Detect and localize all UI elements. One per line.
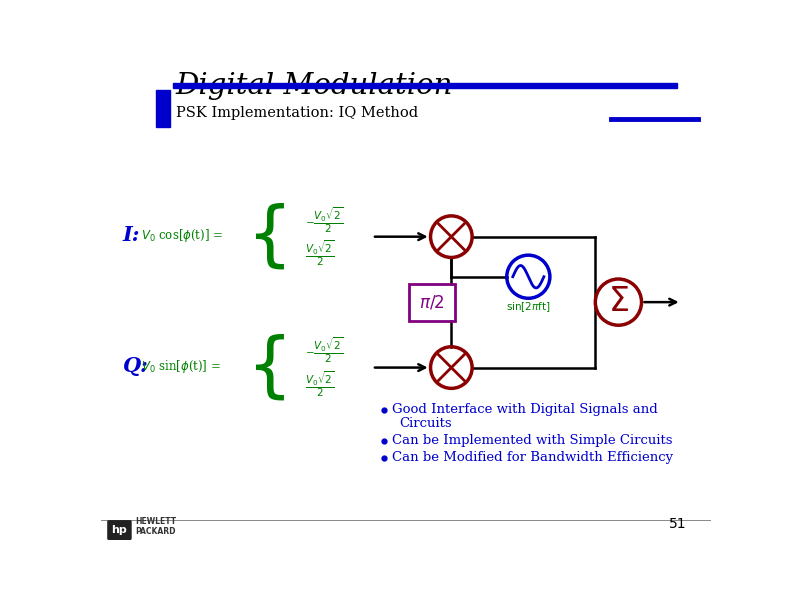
Text: PSK Implementation: IQ Method: PSK Implementation: IQ Method bbox=[176, 106, 418, 121]
FancyBboxPatch shape bbox=[108, 521, 131, 539]
Text: {: { bbox=[247, 202, 293, 271]
Text: Circuits: Circuits bbox=[400, 417, 452, 430]
Text: $V_0$ sin[$\phi$(t)] =: $V_0$ sin[$\phi$(t)] = bbox=[141, 357, 221, 375]
Text: Can be Implemented with Simple Circuits: Can be Implemented with Simple Circuits bbox=[392, 435, 672, 447]
Text: $\pi$/2: $\pi$/2 bbox=[419, 293, 445, 311]
Bar bbox=[409, 283, 455, 321]
Text: $-\dfrac{V_0\sqrt{2}}{2}$: $-\dfrac{V_0\sqrt{2}}{2}$ bbox=[305, 336, 344, 365]
Text: $-\dfrac{V_0\sqrt{2}}{2}$: $-\dfrac{V_0\sqrt{2}}{2}$ bbox=[305, 205, 344, 234]
Text: sin[2$\pi$ft]: sin[2$\pi$ft] bbox=[506, 300, 550, 315]
Text: $V_0$ cos[$\phi$(t)] =: $V_0$ cos[$\phi$(t)] = bbox=[141, 226, 223, 244]
Text: hp: hp bbox=[112, 525, 128, 535]
Text: Digital Modulation: Digital Modulation bbox=[176, 72, 453, 100]
Text: Q:: Q: bbox=[123, 356, 148, 376]
Text: Can be Modified for Bandwidth Efficiency: Can be Modified for Bandwidth Efficiency bbox=[392, 451, 673, 464]
Bar bbox=[173, 83, 677, 88]
Text: Good Interface with Digital Signals and: Good Interface with Digital Signals and bbox=[392, 403, 658, 416]
Text: 51: 51 bbox=[668, 517, 686, 531]
Bar bbox=[157, 91, 169, 127]
Text: HEWLETT: HEWLETT bbox=[135, 517, 176, 526]
Text: I:: I: bbox=[123, 225, 140, 245]
Text: $\Sigma$: $\Sigma$ bbox=[608, 285, 629, 318]
Text: {: { bbox=[247, 333, 293, 402]
Text: $\dfrac{V_0\sqrt{2}}{2}$: $\dfrac{V_0\sqrt{2}}{2}$ bbox=[305, 239, 335, 269]
Text: PACKARD: PACKARD bbox=[135, 527, 175, 536]
Text: $\dfrac{V_0\sqrt{2}}{2}$: $\dfrac{V_0\sqrt{2}}{2}$ bbox=[305, 370, 335, 400]
